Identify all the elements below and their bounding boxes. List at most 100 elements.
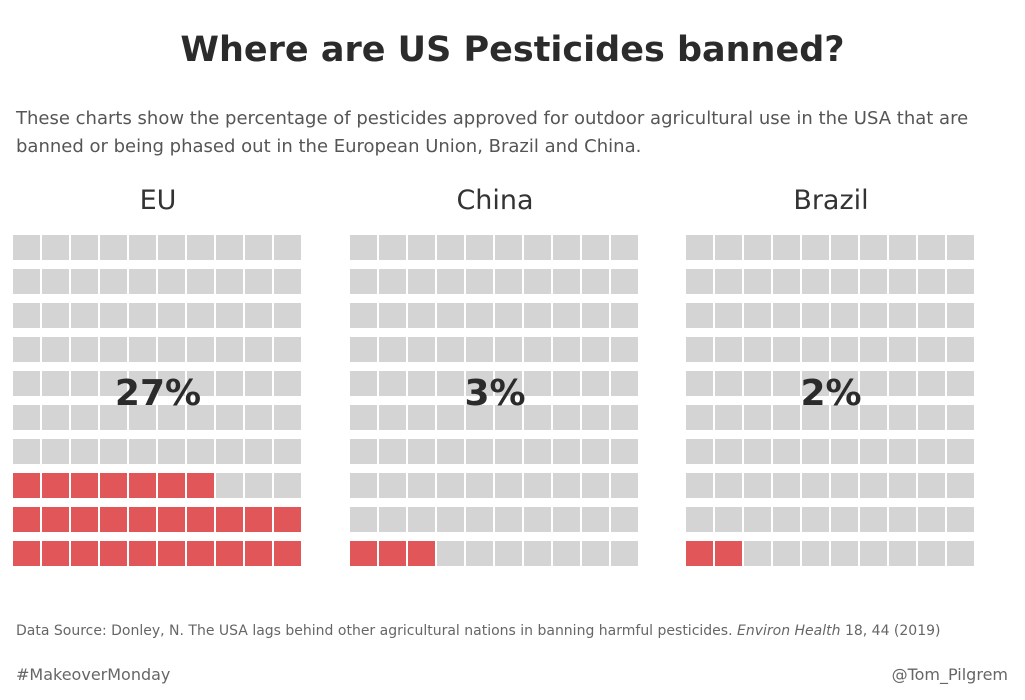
waffle-cell-empty: [158, 303, 185, 328]
waffle-cell-empty: [947, 303, 974, 328]
waffle-cell-empty: [582, 371, 609, 396]
waffle-cell-empty: [129, 439, 156, 464]
waffle-cell-empty: [947, 439, 974, 464]
waffle-cell-empty: [379, 371, 406, 396]
waffle-cell-empty: [71, 405, 98, 430]
waffle-cell-empty: [831, 541, 858, 566]
waffle-cell-empty: [918, 473, 945, 498]
waffle-panel-china: China 3%: [350, 185, 640, 570]
waffle-cell-empty: [379, 473, 406, 498]
waffle-cell-empty: [773, 405, 800, 430]
waffle-cell-empty: [773, 303, 800, 328]
waffle-cell-empty: [350, 405, 377, 430]
waffle-cell-empty: [158, 337, 185, 362]
waffle-grid: [350, 235, 640, 567]
waffle-cell-empty: [187, 235, 214, 260]
waffle-cell-empty: [71, 303, 98, 328]
waffle-cell-empty: [524, 269, 551, 294]
waffle-cell-empty: [553, 337, 580, 362]
waffle-cell-empty: [947, 507, 974, 532]
waffle-cell-empty: [187, 405, 214, 430]
waffle-cell-empty: [466, 269, 493, 294]
waffle-cell-filled: [158, 473, 185, 498]
waffle-cell-filled: [13, 541, 40, 566]
waffle-cell-empty: [582, 473, 609, 498]
waffle-cell-empty: [42, 371, 69, 396]
waffle-cell-empty: [715, 269, 742, 294]
waffle-cell-empty: [350, 439, 377, 464]
data-source: Data Source: Donley, N. The USA lags beh…: [16, 623, 1016, 639]
waffle-cell-empty: [187, 439, 214, 464]
waffle-cell-empty: [918, 439, 945, 464]
waffle-cell-filled: [129, 473, 156, 498]
waffle-cell-empty: [831, 269, 858, 294]
waffle-cell-empty: [773, 337, 800, 362]
waffle-cell-empty: [274, 405, 301, 430]
waffle-cell-empty: [158, 371, 185, 396]
waffle-cell-empty: [860, 473, 887, 498]
waffle-cell-empty: [379, 303, 406, 328]
waffle-cell-empty: [100, 235, 127, 260]
waffle-cell-filled: [187, 507, 214, 532]
waffle-cell-empty: [524, 405, 551, 430]
waffle-cell-filled: [13, 473, 40, 498]
waffle-cell-empty: [889, 507, 916, 532]
waffle-cell-filled: [13, 507, 40, 532]
waffle-cell-empty: [216, 337, 243, 362]
waffle-cell-empty: [158, 439, 185, 464]
percentage-label: 2%: [800, 373, 862, 414]
waffle-cell-empty: [245, 405, 272, 430]
percentage-label: 3%: [464, 373, 526, 414]
waffle-cell-empty: [13, 439, 40, 464]
waffle-cell-empty: [831, 507, 858, 532]
waffle-cell-empty: [918, 303, 945, 328]
waffle-cell-filled: [686, 541, 713, 566]
waffle-cell-empty: [408, 269, 435, 294]
waffle-cell-empty: [947, 337, 974, 362]
waffle-cell-empty: [889, 541, 916, 566]
waffle-cell-empty: [100, 371, 127, 396]
waffle-cell-empty: [802, 541, 829, 566]
waffle-cell-empty: [524, 473, 551, 498]
waffle-cell-empty: [889, 269, 916, 294]
waffle-cell-empty: [216, 235, 243, 260]
waffle-cell-empty: [216, 405, 243, 430]
waffle-cell-empty: [437, 507, 464, 532]
waffle-cell-empty: [466, 541, 493, 566]
waffle-cell-empty: [466, 303, 493, 328]
waffle-cell-filled: [158, 541, 185, 566]
waffle-cell-empty: [437, 541, 464, 566]
waffle-cell-empty: [715, 371, 742, 396]
waffle-cell-empty: [408, 439, 435, 464]
waffle-cell-empty: [686, 405, 713, 430]
waffle-cell-empty: [350, 303, 377, 328]
waffle-cell-empty: [831, 337, 858, 362]
waffle-cell-empty: [715, 405, 742, 430]
waffle-cell-empty: [42, 235, 69, 260]
waffle-cell-empty: [42, 269, 69, 294]
waffle-cell-filled: [71, 507, 98, 532]
waffle-cell-empty: [553, 235, 580, 260]
waffle-cell-empty: [889, 235, 916, 260]
waffle-cell-empty: [686, 269, 713, 294]
waffle-cell-empty: [773, 235, 800, 260]
waffle-cell-empty: [379, 507, 406, 532]
waffle-cell-empty: [553, 405, 580, 430]
waffle-cell-empty: [408, 371, 435, 396]
waffle-cell-empty: [802, 235, 829, 260]
waffle-cell-empty: [802, 405, 829, 430]
hashtag: #MakeoverMonday: [16, 665, 171, 684]
waffle-cell-empty: [466, 371, 493, 396]
waffle-cell-empty: [831, 405, 858, 430]
waffle-cell-empty: [379, 439, 406, 464]
waffle-cell-empty: [13, 303, 40, 328]
waffle-cell-empty: [860, 541, 887, 566]
waffle-cell-empty: [860, 235, 887, 260]
waffle-cell-empty: [245, 235, 272, 260]
percentage-label: 27%: [114, 373, 202, 414]
waffle-cell-empty: [582, 337, 609, 362]
waffle-cell-empty: [686, 371, 713, 396]
waffle-cell-empty: [274, 439, 301, 464]
waffle-cell-empty: [715, 303, 742, 328]
waffle-cell-empty: [947, 405, 974, 430]
